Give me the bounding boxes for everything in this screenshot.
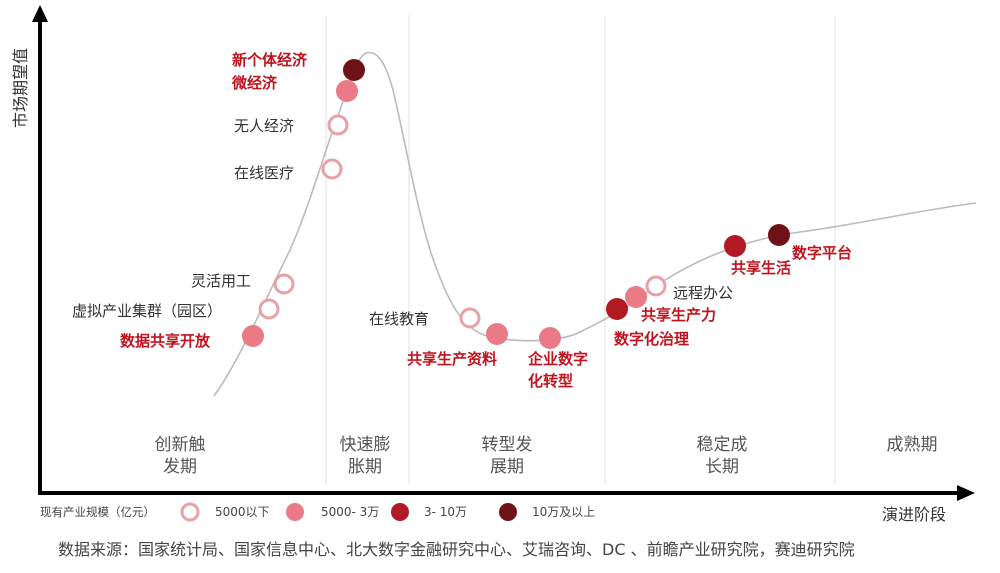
stage-label-s4: 稳定成 xyxy=(697,435,748,455)
point-label-gongxiangshenghuo: 共享生活 xyxy=(731,259,791,277)
marker-gongxiangshenghuo xyxy=(724,235,746,257)
point-shujugongxiang: 数据共享开放 xyxy=(120,325,264,350)
legend-item-c4: 10万及以上 xyxy=(499,503,595,521)
point-shuzihuazhili: 数字化治理 xyxy=(606,298,689,348)
marker-linghuo xyxy=(273,273,295,295)
stage-label-s4: 长期 xyxy=(705,457,739,477)
point-label-gongxiangshengchanli: 共享生产力 xyxy=(641,306,716,324)
point-label-linghuo: 灵活用工 xyxy=(191,272,251,290)
y-axis-label: 市场期望值 xyxy=(11,48,30,128)
marker-shuzipingtai xyxy=(768,224,790,246)
point-xuni: 虚拟产业集群（园区） xyxy=(72,298,280,320)
marker-zaixianjiaoyu xyxy=(459,307,481,329)
point-gongxiangshenghuo: 共享生活 xyxy=(724,235,791,277)
point-shuzipingtai: 数字平台 xyxy=(768,224,852,262)
point-label-zaixianyiliao: 在线医疗 xyxy=(234,164,294,182)
source-note: 数据来源：国家统计局、国家信息中心、北大数字金融研究中心、艾瑞咨询、DC 、前瞻… xyxy=(58,540,855,559)
point-label-xingeti: 新个体经济 xyxy=(232,51,308,69)
legend-item-c2: 5000- 3万 xyxy=(286,503,379,521)
point-label-weijingji: 微经济 xyxy=(231,74,278,92)
stage-label-s5: 成熟期 xyxy=(887,434,938,455)
marker-wurenjingji xyxy=(327,114,349,136)
marker-gongxiangziliao xyxy=(486,323,508,345)
point-label-yuanchengbangong: 远程办公 xyxy=(673,284,733,302)
stage-label-s2: 快速膨 xyxy=(340,435,391,455)
marker-qiyezhuanxing xyxy=(539,327,561,349)
legend-item-c1: 5000以下 xyxy=(180,502,270,522)
legend-label: 5000以下 xyxy=(215,505,270,519)
marker-weijingji xyxy=(336,80,358,102)
point-linghuo: 灵活用工 xyxy=(191,272,295,295)
stage-label-s2: 胀期 xyxy=(348,457,382,477)
technology-points: 数据共享开放 虚拟产业集群（园区） 灵活用工 在线医疗 无人经济 微经济 新个体经济在线教育… xyxy=(72,51,852,390)
stage-label-s3: 转型发 xyxy=(482,435,533,455)
point-label-shujugongxiang: 数据共享开放 xyxy=(120,332,211,350)
marker-xuni xyxy=(258,298,280,320)
point-xingeti: 新个体经济 xyxy=(232,51,365,81)
hype-curve xyxy=(213,51,977,397)
point-gongxiangshengchanli: 共享生产力 xyxy=(625,286,716,324)
legend-marker xyxy=(391,503,409,521)
point-zaixianjiaoyu: 在线教育 xyxy=(369,307,481,329)
point-label-xuni: 虚拟产业集群（园区） xyxy=(72,302,222,320)
point-label-wurenjingji: 无人经济 xyxy=(234,117,294,135)
legend: 现有产业规模（亿元） 5000以下 5000- 3万 3- 10万 10万及以上 xyxy=(40,502,595,522)
point-label-zaixianjiaoyu: 在线教育 xyxy=(369,310,429,328)
point-yuanchengbangong: 远程办公 xyxy=(645,275,733,302)
point-label-shuzipingtai: 数字平台 xyxy=(792,244,852,262)
marker-xingeti xyxy=(343,59,365,81)
stage-label-s3: 展期 xyxy=(490,457,524,477)
hype-curve-line xyxy=(213,51,977,397)
marker-gongxiangshengchanli xyxy=(625,286,647,308)
point-wurenjingji: 无人经济 xyxy=(234,114,349,136)
x-axis-arrow xyxy=(957,485,975,501)
point-label-shuzihuazhili: 数字化治理 xyxy=(614,330,689,348)
marker-yuanchengbangong xyxy=(645,275,667,297)
marker-shujugongxiang xyxy=(242,325,264,347)
stage-label-s1: 创新触 xyxy=(155,435,206,455)
point-weijingji: 微经济 xyxy=(231,74,358,102)
legend-marker xyxy=(286,503,304,521)
legend-marker xyxy=(499,503,517,521)
legend-title: 现有产业规模（亿元） xyxy=(40,505,155,519)
point-label-gongxiangziliao: 共享生产资料 xyxy=(407,350,497,368)
stage-label-s1: 发期 xyxy=(163,457,197,477)
point-label-qiyezhuanxing: 企业数字 xyxy=(527,350,588,368)
legend-item-c3: 3- 10万 xyxy=(391,503,467,521)
point-zaixianyiliao: 在线医疗 xyxy=(234,158,343,182)
marker-shuzihuazhili xyxy=(606,298,628,320)
legend-marker xyxy=(180,502,200,522)
x-axis-label: 演进阶段 xyxy=(882,505,946,524)
legend-label: 3- 10万 xyxy=(424,505,467,519)
y-axis-arrow xyxy=(32,5,48,22)
stage-dividers xyxy=(325,15,836,485)
point-gongxiangziliao: 共享生产资料 xyxy=(407,323,508,368)
marker-zaixianyiliao xyxy=(321,158,343,180)
legend-label: 5000- 3万 xyxy=(321,505,379,519)
legend-label: 10万及以上 xyxy=(532,505,595,519)
point-label-qiyezhuanxing: 化转型 xyxy=(528,372,573,390)
